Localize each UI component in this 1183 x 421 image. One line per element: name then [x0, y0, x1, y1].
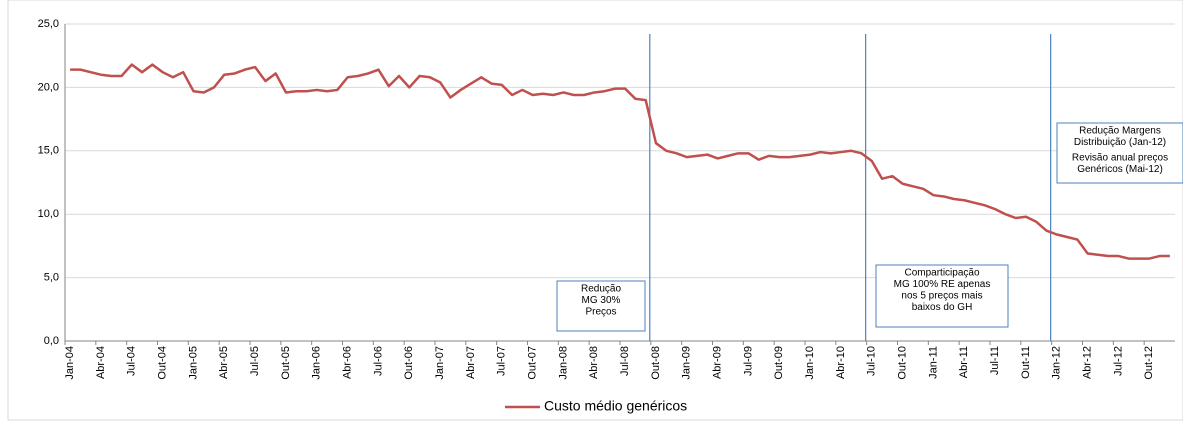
x-tick-label: Jul-11 [989, 346, 1001, 375]
x-tick-label: Jan-05 [187, 346, 199, 380]
x-tick-label: Abr-09 [712, 346, 724, 379]
x-tick-label: Jul-07 [496, 346, 508, 376]
y-tick-label: 20,0 [38, 81, 59, 93]
x-tick-label: Jan-10 [804, 346, 816, 380]
x-tick-label: Out-10 [897, 346, 909, 380]
x-tick-label: Out-09 [773, 346, 785, 380]
x-tick-label: Out-08 [650, 346, 662, 380]
x-tick-label: Abr-06 [342, 346, 354, 379]
x-tick-label: Jul-04 [126, 346, 138, 376]
annotation-text: nos 5 preços mais [901, 291, 982, 302]
annotation-text: Distribuição (Jan-12) [1074, 137, 1166, 148]
annotation-text: MG 30% [582, 295, 621, 306]
x-tick-label: Jan-08 [557, 346, 569, 380]
annotation-box [556, 280, 646, 332]
y-tick-label: 25,0 [38, 18, 59, 30]
x-tick-label: Out-06 [403, 346, 415, 380]
x-tick-label: Out-07 [527, 346, 539, 380]
annotation-text: baixos do GH [912, 302, 973, 313]
chart-border [7, 0, 1183, 421]
x-tick-label: Jul-06 [372, 346, 384, 376]
x-tick-label: Out-04 [157, 346, 169, 380]
x-tick-label: Jul-10 [866, 346, 878, 376]
annotation-text: Preços [585, 307, 616, 318]
x-tick-label: Jul-12 [1112, 346, 1124, 376]
annotation-text: Revisão anual preços [1072, 153, 1168, 164]
x-tick-label: Abr-07 [465, 346, 477, 379]
annotation-box [875, 264, 1009, 328]
x-tick-label: Abr-11 [958, 346, 970, 378]
y-tick-label: 5,0 [44, 272, 59, 284]
annotation-box [1056, 122, 1183, 184]
x-tick-label: Jan-12 [1051, 346, 1063, 380]
x-tick-label: Jan-11 [927, 346, 939, 379]
x-tick-label: Abr-05 [218, 346, 230, 379]
x-tick-label: Jan-06 [311, 346, 323, 380]
x-tick-label: Out-12 [1143, 346, 1155, 380]
annotation-text: Redução Margens [1079, 126, 1161, 137]
x-tick-label: Jan-07 [434, 346, 446, 380]
x-tick-label: Abr-04 [95, 346, 107, 379]
x-tick-label: Jul-05 [249, 346, 261, 376]
annotation-text: Redução [581, 284, 621, 295]
x-tick-label: Abr-10 [835, 346, 847, 379]
x-tick-label: Jan-04 [64, 346, 76, 380]
y-tick-label: 15,0 [38, 145, 59, 157]
x-tick-label: Jul-09 [742, 346, 754, 376]
y-tick-label: 0,0 [44, 335, 59, 347]
data-line [70, 63, 1170, 260]
x-tick-label: Jul-08 [619, 346, 631, 376]
legend-label: Custo médio genéricos [544, 398, 687, 414]
x-tick-label: Out-05 [280, 346, 292, 380]
x-tick-label: Abr-08 [588, 346, 600, 379]
x-tick-label: Jan-09 [681, 346, 693, 380]
annotation-text: Comparticipação [904, 268, 979, 279]
y-tick-label: 10,0 [38, 208, 59, 220]
annotation-text: Genéricos (Mai-12) [1077, 164, 1163, 175]
annotation-text: MG 100% RE apenas [894, 279, 991, 290]
x-tick-label: Out-11 [1020, 346, 1032, 379]
x-tick-label: Abr-12 [1082, 346, 1094, 379]
